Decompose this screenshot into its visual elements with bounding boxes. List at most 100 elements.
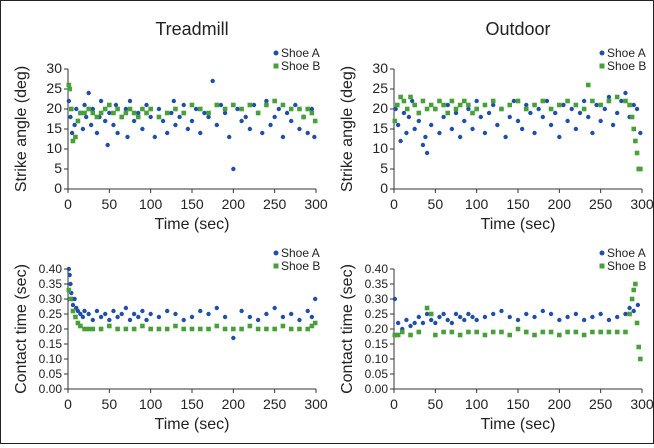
data-point [125, 134, 130, 140]
y-axis-label: Strike angle (deg) [13, 66, 30, 192]
x-tick-label: 150 [180, 396, 204, 412]
y-tick-label: 0.25 [39, 307, 63, 321]
data-point [457, 314, 463, 320]
series-1 [66, 78, 317, 172]
data-point [491, 102, 496, 108]
data-point [312, 118, 318, 124]
data-point [399, 329, 405, 335]
data-point [548, 122, 554, 128]
data-point [231, 102, 236, 108]
y-tick-label: 20 [372, 100, 388, 116]
data-point [523, 329, 529, 335]
legend-label: Shoe B [281, 59, 320, 73]
data-point [511, 98, 517, 104]
data-point [457, 332, 463, 338]
x-tick-label: 50 [428, 196, 444, 212]
data-point [433, 106, 438, 112]
data-point [131, 110, 137, 116]
data-point [623, 98, 628, 104]
y-tick-label: 30 [372, 60, 388, 76]
data-point [404, 130, 409, 136]
data-point [606, 98, 612, 104]
y-tick-label: 0 [54, 180, 62, 196]
data-point [540, 114, 545, 120]
data-point [312, 320, 318, 326]
data-point [181, 110, 187, 116]
data-point [499, 308, 504, 314]
data-point [634, 320, 640, 326]
data-point [111, 308, 116, 314]
data-point [140, 126, 145, 132]
data-point [408, 323, 413, 329]
data-point [490, 329, 496, 335]
series-2 [66, 287, 318, 332]
y-tick-label: 0.20 [39, 322, 63, 336]
x-tick-label: 150 [506, 196, 530, 212]
data-point [144, 110, 149, 116]
legend-label: Shoe A [607, 246, 646, 260]
data-point [140, 323, 145, 329]
data-point [131, 326, 137, 332]
data-point [86, 326, 91, 332]
data-point [82, 308, 87, 314]
x-tick-label: 200 [222, 396, 246, 412]
data-point [491, 311, 496, 317]
data-point [148, 114, 153, 120]
legend-marker [599, 63, 605, 69]
data-point [185, 126, 191, 132]
data-point [614, 329, 620, 335]
data-point [80, 126, 86, 132]
data-point [482, 102, 488, 108]
data-point [398, 94, 403, 100]
data-point [557, 317, 562, 323]
data-point [532, 102, 537, 108]
data-point [615, 110, 620, 116]
data-point [544, 98, 550, 104]
x-tick-label: 200 [548, 196, 572, 212]
data-point [107, 110, 112, 116]
data-point [94, 308, 100, 314]
data-point [629, 296, 635, 302]
data-point [437, 98, 442, 104]
x-tick-label: 200 [222, 196, 246, 212]
data-point [82, 110, 87, 116]
data-point [239, 106, 244, 112]
data-point [466, 102, 471, 108]
data-point [598, 311, 603, 317]
data-point [312, 296, 318, 302]
panel-title: Treadmill [155, 19, 228, 39]
data-point [437, 130, 442, 136]
data-point [156, 326, 162, 332]
data-point [395, 122, 401, 128]
data-point [392, 332, 398, 338]
data-point [88, 122, 94, 128]
data-point [590, 98, 595, 104]
data-point [247, 323, 253, 329]
data-point [70, 302, 76, 308]
y-tick-label: 0.10 [39, 352, 63, 366]
data-point [189, 118, 195, 124]
data-point [606, 317, 612, 323]
x-tick-label: 300 [304, 196, 328, 212]
data-point [634, 106, 640, 112]
data-point [401, 98, 407, 104]
data-point [69, 106, 74, 112]
data-point [461, 98, 467, 104]
data-point [276, 106, 281, 112]
data-point [288, 106, 294, 112]
data-point [293, 102, 298, 108]
data-point [453, 311, 459, 317]
x-tick-label: 100 [139, 396, 163, 412]
y-tick-label: 0.35 [365, 277, 389, 291]
data-point [420, 98, 426, 104]
data-point [482, 314, 488, 320]
data-point [581, 317, 587, 323]
data-point [638, 130, 643, 136]
data-point [424, 150, 430, 156]
data-point [305, 130, 310, 136]
data-point [615, 314, 620, 320]
x-tick-label: 300 [630, 396, 653, 412]
data-point [573, 126, 579, 132]
x-tick-label: 0 [390, 396, 398, 412]
legend-label: Shoe A [607, 46, 646, 60]
